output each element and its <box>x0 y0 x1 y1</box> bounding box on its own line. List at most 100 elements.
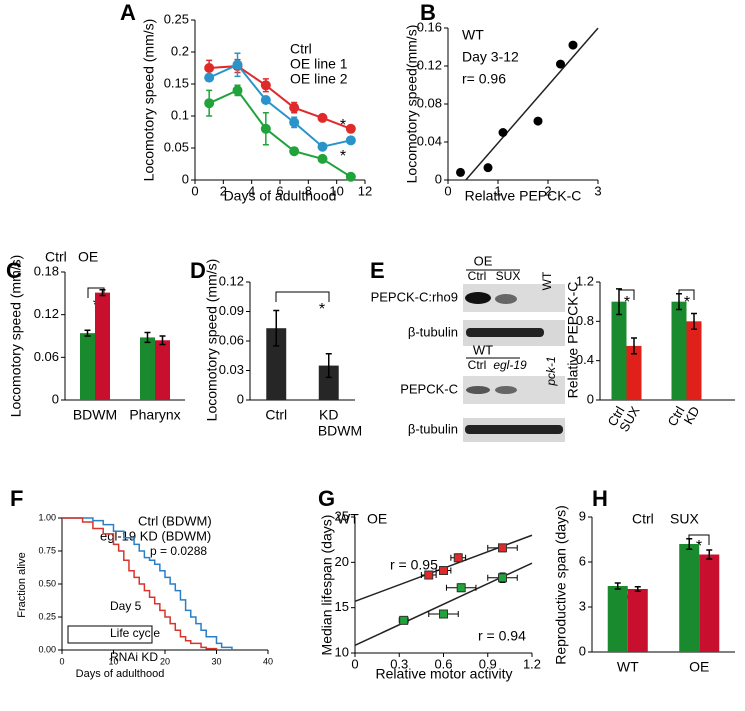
data-point <box>317 153 328 164</box>
y-tick-label: 0 <box>182 171 189 186</box>
note: p = 0.0288 <box>150 544 207 558</box>
data-point <box>345 123 356 134</box>
fit-line <box>465 27 599 181</box>
data-point <box>439 565 448 575</box>
error-bar <box>325 353 332 379</box>
y-tick-label: 0.18 <box>34 263 59 278</box>
y-tick-label: 0.25 <box>38 611 56 621</box>
error-bar <box>84 329 91 337</box>
y-tick-label: 0.16 <box>417 19 442 34</box>
legend-entry: Ctrl <box>632 511 654 527</box>
data-point <box>533 116 543 126</box>
note: r= 0.96 <box>462 71 506 87</box>
data-point <box>317 112 328 123</box>
y-tick-label: 1.2 <box>576 273 594 288</box>
data-point <box>260 123 271 134</box>
x-tick-label: 10 <box>329 183 343 198</box>
y-axis-label: Locomotory speed (mm/s) <box>204 259 220 422</box>
x-axis-label: Relative motor activity <box>376 666 513 682</box>
survival-curve <box>62 517 218 650</box>
y-axis-label: Fraction alive <box>16 552 28 617</box>
y-tick-label: 0 <box>587 391 594 406</box>
x-tick-label: 0 <box>59 656 64 666</box>
legend-entry: egl-19 KD (BDWM) <box>100 528 211 543</box>
blot-band <box>495 386 517 394</box>
y-tick-label: 0 <box>435 171 442 186</box>
bar <box>671 301 687 400</box>
blot-lane-label: SUX <box>496 269 521 283</box>
note: r = 0.95 <box>390 557 438 573</box>
x-tick-label: KD <box>681 404 703 427</box>
error-bar <box>614 582 621 590</box>
error-bar <box>99 289 106 297</box>
data-point <box>204 98 215 109</box>
x-tick-label: 12 <box>358 183 372 198</box>
panel-letter: G <box>318 486 335 511</box>
blot-row-label: β-tubulin <box>408 324 458 339</box>
blot-band <box>465 425 563 434</box>
note: Life cycle <box>110 626 160 640</box>
error-bar <box>616 288 622 316</box>
y-tick-label: 10 <box>335 644 349 659</box>
x-axis-label: BDWM <box>318 423 362 439</box>
data-point <box>498 128 508 137</box>
y-tick-label: 0 <box>237 391 244 406</box>
panel-letter: F <box>10 486 23 511</box>
data-point <box>204 63 215 73</box>
x-tick-label: 0 <box>444 183 451 198</box>
series-line <box>208 89 352 178</box>
x-axis-label: Relative PEPCK-C <box>465 188 582 204</box>
x-tick-label: 4 <box>248 183 255 198</box>
significance-mark: * <box>319 301 325 318</box>
y-tick-label: 3 <box>579 598 586 613</box>
legend-entry: WT <box>337 511 359 527</box>
y-tick-label: 6 <box>579 553 586 568</box>
y-tick-label: 25 <box>335 508 349 523</box>
y-tick-label: 0 <box>52 391 59 406</box>
x-tick-label: 0 <box>351 656 358 671</box>
x-axis-label: Days of adulthood <box>224 188 337 204</box>
blot-row-label: β-tubulin <box>408 421 458 436</box>
error-bar <box>273 309 280 347</box>
blot-band <box>465 292 491 304</box>
note: WT <box>462 27 484 43</box>
blot-lane-label: Ctrl <box>468 358 487 372</box>
x-tick-label: WT <box>617 659 639 675</box>
panel-letter: C <box>6 258 22 283</box>
data-point <box>204 72 215 83</box>
legend-entry: SUX <box>670 511 699 527</box>
bar <box>626 345 642 400</box>
y-tick-label: 0.8 <box>576 313 594 328</box>
y-tick-label: 0.4 <box>576 352 594 367</box>
note: Day 3-12 <box>462 49 519 65</box>
data-point <box>345 135 356 146</box>
y-tick-label: 0.25 <box>164 11 189 26</box>
note: r = 0.94 <box>478 628 526 644</box>
x-tick-label: 0.6 <box>434 656 452 671</box>
y-tick-label: 0.06 <box>219 332 244 347</box>
x-tick-label: BDWM <box>73 407 117 423</box>
x-tick-label: 40 <box>263 656 273 666</box>
blot-lane-label: pck-1 <box>544 356 558 386</box>
y-tick-label: 0 <box>579 643 586 658</box>
data-point <box>289 102 300 113</box>
x-tick-label: 3 <box>594 183 601 198</box>
data-point <box>260 95 271 105</box>
x-axis-label: Days of adulthood <box>76 668 165 680</box>
blot-band <box>466 328 544 337</box>
x-tick-label: 10 <box>108 656 118 666</box>
blot-lane-label: egl-19 <box>493 358 527 372</box>
x-tick-label: 0 <box>191 183 198 198</box>
blot-band <box>495 294 517 304</box>
data-point <box>439 609 448 619</box>
x-tick-label: 1.2 <box>523 656 541 671</box>
bar <box>266 328 287 400</box>
y-axis-label: Relative PEPCK-C <box>565 282 581 399</box>
y-tick-label: 0.1 <box>171 107 189 122</box>
x-tick-label: 0.9 <box>479 656 497 671</box>
legend-entry: Ctrl <box>45 249 67 265</box>
y-tick-label: 0.06 <box>34 349 59 364</box>
x-tick-label: 0.3 <box>390 656 408 671</box>
y-tick-label: 0.04 <box>417 133 442 148</box>
data-point <box>260 80 271 91</box>
